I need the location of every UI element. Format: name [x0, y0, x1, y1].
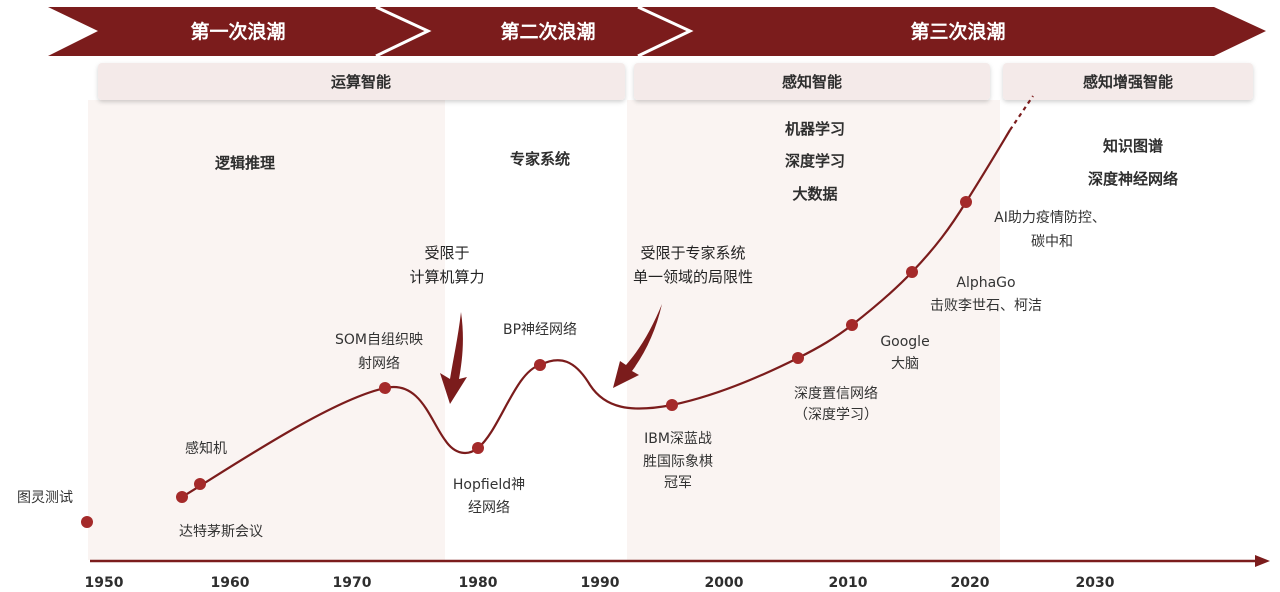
wave-label-second: 第二次浪潮 — [500, 20, 595, 43]
region-tint-computing — [88, 100, 445, 560]
axis-tick-2020: 2020 — [951, 575, 990, 591]
wave-banner — [48, 7, 1266, 56]
milestone-dot-dbn — [792, 352, 804, 364]
axis-tick-1950: 1950 — [85, 575, 124, 591]
axis-tick-2010: 2010 — [829, 575, 868, 591]
axis-tick-1990: 1990 — [581, 575, 620, 591]
milestone-label-deep-blue-line-2: 胜国际象棋 — [643, 454, 713, 470]
constraint-2-line-1: 受限于专家系统 — [640, 244, 745, 262]
theme-expert-systems: 专家系统 — [510, 150, 570, 168]
stage-box-enhanced-perception: 感知增强智能 — [1003, 63, 1253, 100]
axis-tick-1980: 1980 — [459, 575, 498, 591]
theme-deep-neural-network: 深度神经网络 — [1088, 170, 1178, 188]
milestone-label-deep-blue-line-1: IBM深蓝战 — [644, 431, 712, 447]
milestone-dot-hopfield — [472, 442, 484, 454]
constraint-1-line-2: 计算机算力 — [409, 268, 484, 286]
axis-tick-2030: 2030 — [1076, 575, 1115, 591]
milestone-dot-perceptron — [194, 478, 206, 490]
wave-separator-1 — [375, 5, 432, 58]
development-curve-projection — [1009, 95, 1034, 131]
wave-label-first: 第一次浪潮 — [190, 20, 285, 43]
milestone-dot-som — [379, 382, 391, 394]
stage-label-computing: 运算智能 — [331, 73, 391, 91]
theme-machine-learning: 机器学习 — [785, 120, 845, 138]
region-tint-perception — [627, 100, 1000, 560]
milestone-label-som-line-2: 射网络 — [358, 356, 400, 372]
stage-box-computing: 运算智能 — [98, 63, 625, 100]
milestone-dot-alphago — [906, 266, 918, 278]
wave-separator-2 — [637, 5, 694, 58]
milestone-dot-turing-test — [81, 516, 93, 528]
milestone-label-ai-epidemic-line-1: AI助力疫情防控、 — [994, 210, 1106, 226]
constraint-arrow-1 — [440, 312, 467, 404]
theme-logic-reasoning: 逻辑推理 — [215, 154, 275, 172]
stage-label-enhanced-perception: 感知增强智能 — [1083, 73, 1173, 91]
milestone-label-bp: BP神经网络 — [503, 322, 577, 338]
milestone-label-dartmouth: 达特茅斯会议 — [179, 524, 263, 540]
axis-tick-1970: 1970 — [333, 575, 372, 591]
time-axis-arrowhead — [1255, 555, 1270, 567]
milestone-label-google-brain-line-1: Google — [880, 334, 929, 350]
milestone-label-dbn-line-1: 深度置信网络 — [794, 386, 878, 402]
constraint-2-line-2: 单一领域的局限性 — [633, 268, 753, 286]
milestone-label-perceptron: 感知机 — [185, 440, 227, 457]
milestone-label-alphago-line-2: 击败李世石、柯洁 — [930, 298, 1042, 314]
milestone-dot-dartmouth — [176, 491, 188, 503]
milestone-dot-deep-blue — [666, 399, 678, 411]
milestone-label-som-line-1: SOM自组织映 — [335, 332, 423, 348]
milestone-label-ai-epidemic-line-2: 碳中和 — [1031, 234, 1073, 250]
milestone-label-dbn-line-2: （深度学习） — [794, 407, 878, 423]
milestone-label-google-brain-line-2: 大脑 — [891, 356, 919, 372]
milestone-dot-bp — [534, 359, 546, 371]
milestone-dot-google-brain — [846, 319, 858, 331]
milestone-label-alphago-line-1: AlphaGo — [956, 275, 1015, 291]
theme-deep-learning: 深度学习 — [785, 152, 845, 170]
milestone-label-hopfield-line-1: Hopfield神 — [453, 477, 525, 493]
stage-label-perception: 感知智能 — [782, 73, 842, 91]
constraint-arrow-2 — [613, 304, 662, 388]
milestone-label-deep-blue-line-3: 冠军 — [664, 475, 692, 491]
constraint-1-line-1: 受限于 — [424, 244, 469, 262]
milestone-dot-ai-epidemic — [960, 196, 972, 208]
theme-knowledge-graph: 知识图谱 — [1103, 137, 1163, 155]
stage-box-perception: 感知智能 — [634, 63, 990, 100]
wave-label-third: 第三次浪潮 — [910, 20, 1005, 43]
axis-tick-1960: 1960 — [211, 575, 250, 591]
milestone-label-hopfield-line-2: 经网络 — [468, 500, 510, 516]
theme-big-data: 大数据 — [792, 185, 837, 203]
milestone-label-turing-test: 图灵测试 — [17, 490, 73, 506]
axis-tick-2000: 2000 — [705, 575, 744, 591]
